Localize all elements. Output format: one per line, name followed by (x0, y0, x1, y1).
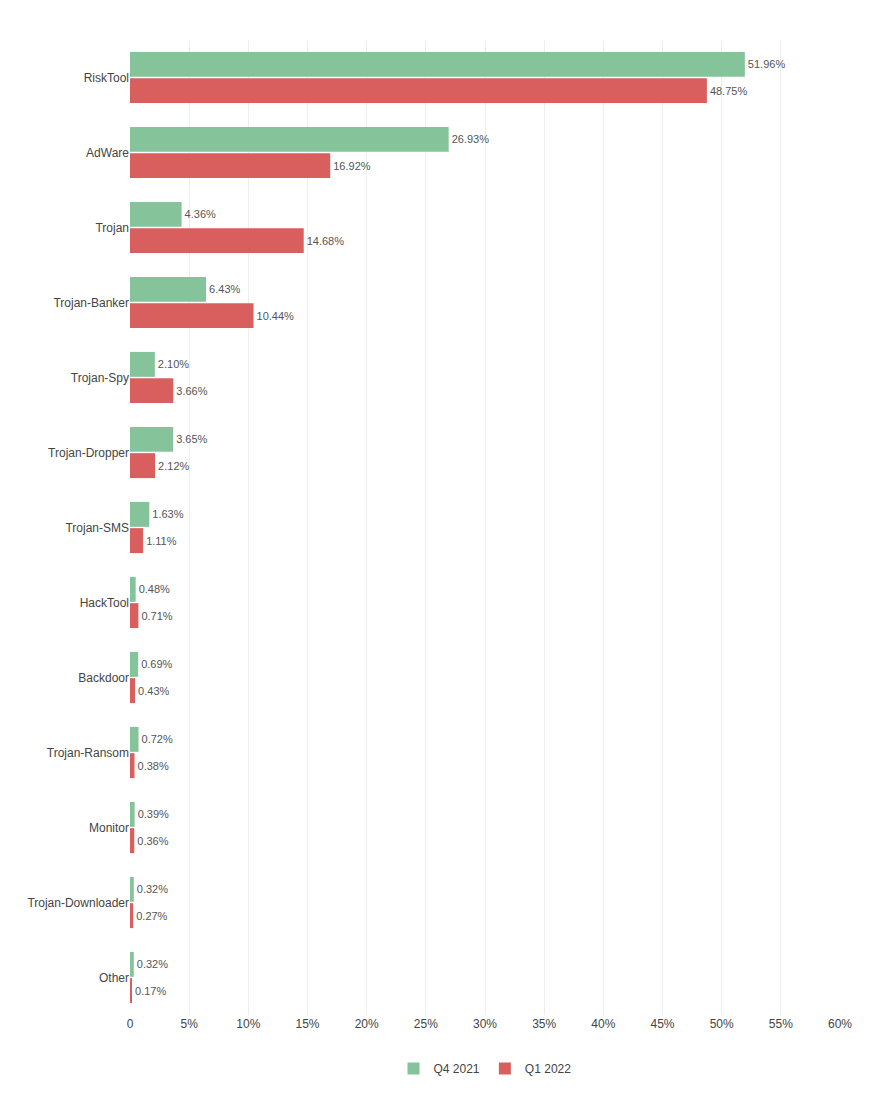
svg-text:0.43%: 0.43% (138, 685, 169, 697)
svg-text:6.43%: 6.43% (209, 283, 240, 295)
svg-text:0.17%: 0.17% (135, 985, 166, 997)
svg-text:45%: 45% (650, 1017, 674, 1031)
svg-text:40%: 40% (591, 1017, 615, 1031)
svg-text:0.38%: 0.38% (138, 760, 169, 772)
svg-text:Backdoor: Backdoor (78, 671, 129, 685)
svg-text:0.71%: 0.71% (141, 610, 172, 622)
svg-text:1.11%: 1.11% (146, 535, 177, 547)
svg-text:10%: 10% (236, 1017, 260, 1031)
svg-text:0.69%: 0.69% (141, 658, 172, 670)
svg-text:AdWare: AdWare (86, 146, 129, 160)
svg-text:0.36%: 0.36% (137, 835, 168, 847)
svg-text:3.66%: 3.66% (176, 385, 207, 397)
svg-text:0.27%: 0.27% (136, 910, 167, 922)
svg-text:5%: 5% (180, 1017, 198, 1031)
svg-text:Trojan: Trojan (95, 221, 129, 235)
svg-text:35%: 35% (532, 1017, 556, 1031)
svg-text:26.93%: 26.93% (452, 133, 490, 145)
svg-text:25%: 25% (414, 1017, 438, 1031)
svg-text:Monitor: Monitor (89, 821, 129, 835)
svg-text:51.96%: 51.96% (748, 58, 786, 70)
svg-text:0.39%: 0.39% (138, 808, 169, 820)
svg-text:Trojan-Spy: Trojan-Spy (71, 371, 129, 385)
svg-text:1.63%: 1.63% (152, 508, 183, 520)
svg-text:60%: 60% (828, 1017, 852, 1031)
svg-text:0: 0 (127, 1017, 134, 1031)
svg-text:0.32%: 0.32% (137, 883, 168, 895)
svg-text:2.10%: 2.10% (158, 358, 189, 370)
svg-text:0.32%: 0.32% (137, 958, 168, 970)
svg-text:Trojan-SMS: Trojan-SMS (65, 521, 129, 535)
svg-text:Trojan-Downloader: Trojan-Downloader (27, 896, 129, 910)
svg-text:2.12%: 2.12% (158, 460, 189, 472)
svg-text:Trojan-Banker: Trojan-Banker (53, 296, 129, 310)
svg-text:4.36%: 4.36% (185, 208, 216, 220)
svg-text:0.48%: 0.48% (139, 583, 170, 595)
svg-text:16.92%: 16.92% (333, 160, 371, 172)
svg-text:3.65%: 3.65% (176, 433, 207, 445)
svg-text:0.72%: 0.72% (142, 733, 173, 745)
svg-text:RiskTool: RiskTool (84, 71, 129, 85)
svg-text:15%: 15% (295, 1017, 319, 1031)
svg-text:55%: 55% (769, 1017, 793, 1031)
svg-text:Trojan-Dropper: Trojan-Dropper (48, 446, 129, 460)
svg-text:10.44%: 10.44% (257, 310, 295, 322)
svg-text:30%: 30% (473, 1017, 497, 1031)
svg-text:Other: Other (99, 971, 129, 985)
svg-text:50%: 50% (710, 1017, 734, 1031)
svg-text:HackTool: HackTool (80, 596, 129, 610)
svg-text:Q4 2021: Q4 2021 (434, 1062, 480, 1076)
svg-text:Trojan-Ransom: Trojan-Ransom (47, 746, 129, 760)
svg-text:20%: 20% (355, 1017, 379, 1031)
svg-text:48.75%: 48.75% (710, 85, 748, 97)
svg-text:14.68%: 14.68% (307, 235, 345, 247)
svg-text:Q1 2022: Q1 2022 (525, 1062, 571, 1076)
